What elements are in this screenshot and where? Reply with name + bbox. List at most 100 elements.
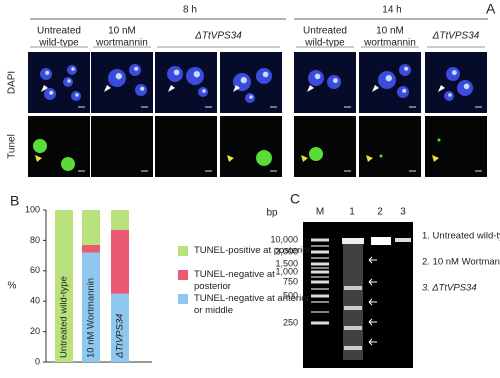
marker-band bbox=[311, 257, 329, 259]
tunel-nucleus bbox=[437, 138, 441, 142]
micronucleus bbox=[140, 86, 145, 91]
micronucleus bbox=[49, 90, 54, 95]
bar-segment bbox=[82, 244, 100, 253]
y-tick-label: 60 bbox=[30, 265, 40, 275]
genomic-band bbox=[395, 238, 411, 242]
micronucleus bbox=[249, 95, 253, 99]
micronucleus bbox=[67, 79, 71, 83]
arrowhead bbox=[372, 85, 379, 92]
lane-label: 1 bbox=[349, 207, 355, 218]
arrowhead bbox=[168, 85, 175, 92]
micrograph bbox=[28, 52, 90, 113]
bar-segment bbox=[111, 229, 129, 294]
column-header: 10 nM bbox=[376, 26, 404, 37]
tunel-nucleus bbox=[61, 157, 75, 171]
ladder-band bbox=[344, 306, 362, 310]
micrograph bbox=[155, 52, 217, 113]
micronucleus bbox=[75, 93, 79, 97]
micronucleus bbox=[173, 69, 180, 76]
marker-label: 250 bbox=[283, 317, 298, 327]
arrowhead bbox=[227, 155, 234, 162]
marker-band bbox=[311, 245, 329, 247]
marker-band bbox=[311, 321, 329, 325]
row-label: Tunel bbox=[7, 134, 18, 159]
column-header: 10 nM bbox=[108, 26, 136, 37]
gel-arrow bbox=[368, 278, 377, 286]
legend-swatch bbox=[178, 246, 188, 256]
bar-segment bbox=[82, 210, 100, 245]
arrowhead bbox=[35, 155, 42, 162]
panel-label: C bbox=[290, 191, 300, 207]
micrograph bbox=[294, 116, 356, 177]
micronucleus bbox=[193, 71, 200, 78]
gel-arrow bbox=[368, 338, 377, 346]
marker-band bbox=[311, 262, 329, 266]
micronucleus bbox=[463, 83, 470, 90]
marker-label: 1,500 bbox=[275, 258, 298, 268]
ladder-band bbox=[344, 326, 362, 330]
micronucleus bbox=[404, 66, 409, 71]
micronucleus bbox=[240, 77, 247, 84]
gel-arrow bbox=[368, 318, 377, 326]
bar-segment bbox=[82, 252, 100, 362]
marker-band bbox=[311, 294, 329, 298]
tunel-nucleus bbox=[309, 147, 323, 161]
genomic-band bbox=[342, 238, 364, 244]
micrograph bbox=[91, 116, 153, 177]
y-tick-label: 100 bbox=[25, 204, 40, 214]
legend-swatch bbox=[178, 294, 188, 304]
arrowhead bbox=[233, 85, 240, 92]
column-header: Untreated bbox=[37, 26, 81, 37]
gel-arrow bbox=[368, 298, 377, 306]
micronucleus bbox=[332, 78, 338, 84]
row-label: DAPI bbox=[7, 71, 18, 94]
marker-band bbox=[311, 238, 329, 242]
marker-band bbox=[311, 276, 329, 278]
ladder-band bbox=[344, 286, 362, 290]
micronucleus bbox=[71, 67, 75, 71]
micronucleus bbox=[202, 89, 206, 93]
bar-segment bbox=[55, 210, 73, 362]
micrograph bbox=[425, 116, 487, 177]
legend-label: TUNEL-negative at posterior bbox=[194, 269, 275, 292]
tunel-nucleus bbox=[256, 150, 272, 166]
y-tick-label: 40 bbox=[30, 296, 40, 306]
y-axis-label: % bbox=[8, 281, 17, 292]
micronucleus bbox=[314, 73, 321, 80]
marker-label: 10,000 bbox=[270, 234, 298, 244]
unit-label: bp bbox=[266, 208, 278, 219]
lane-label: 3 bbox=[400, 207, 406, 218]
marker-band bbox=[311, 288, 329, 290]
ladder-band bbox=[344, 346, 362, 350]
category-label: ΔTtVPS34 bbox=[115, 314, 126, 359]
marker-label: 750 bbox=[283, 276, 298, 286]
gel-legend: 3. ΔTtVPS34 bbox=[422, 283, 477, 294]
micronucleus bbox=[45, 70, 50, 75]
micronucleus bbox=[448, 93, 452, 97]
arrowhead bbox=[366, 155, 373, 162]
micronucleus bbox=[402, 88, 407, 93]
micrograph bbox=[425, 52, 487, 113]
gel-legend: 1. Untreated wild-type bbox=[422, 231, 500, 242]
marker-band bbox=[311, 250, 329, 254]
micrograph bbox=[359, 116, 421, 177]
marker-label: 500 bbox=[283, 290, 298, 300]
bar-segment bbox=[111, 293, 129, 362]
micrograph bbox=[220, 116, 282, 177]
time-label: 8 h bbox=[183, 5, 197, 16]
arrowhead bbox=[301, 155, 308, 162]
micrograph bbox=[294, 52, 356, 113]
tunel-nucleus bbox=[33, 139, 47, 153]
y-tick-label: 80 bbox=[30, 235, 40, 245]
panel-label: A bbox=[486, 1, 496, 17]
micronucleus bbox=[451, 70, 457, 76]
column-header: wild-type bbox=[38, 38, 79, 49]
column-header: wild-type bbox=[304, 38, 345, 49]
legend-label: TUNEL-negative at anterior or middle bbox=[194, 293, 310, 316]
marker-band bbox=[311, 280, 329, 284]
micronucleus bbox=[134, 66, 139, 71]
bar-segment bbox=[111, 210, 129, 230]
arrowhead bbox=[104, 85, 111, 92]
